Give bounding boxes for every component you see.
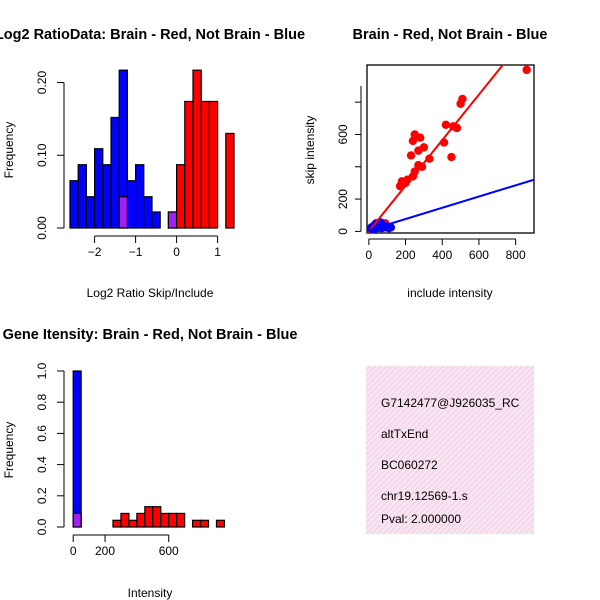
probe-info-panel: G7142477@J926035_RC altTxEnd BC060272 ch… — [366, 366, 534, 534]
log2-ratio-axes: −2 −1 0 1 0.00 0.10 0.20 — [35, 71, 221, 259]
gene-intensity-bar-brain — [168, 512, 178, 528]
scatter-x-tick-label: 600 — [469, 248, 489, 262]
gene-intensity-axes: 0 200 600 0.0 0.2 0.4 0.6 0.8 1.0 — [35, 362, 179, 558]
intensity-scatter-plot: Brain - Red, Not Brain - Blue 0 200 400 600… — [303, 27, 548, 300]
gene-intensity-bar-not-brain — [72, 370, 82, 528]
probe-id-text: G7142477@J926035_RC — [381, 396, 520, 410]
scatter-axes: 0 200 400 600 800 0 200 600 — [336, 86, 526, 262]
scatter-point-brain — [414, 146, 423, 155]
gene-intensity-bar-brain — [120, 512, 130, 528]
gene-intensity-bar-brain — [136, 512, 146, 528]
log2-ratio-x-tick-label: −2 — [88, 245, 102, 259]
gene-intensity-bar-brain — [152, 506, 162, 528]
log2-ratio-bar-not-brain — [77, 164, 87, 229]
log2-ratio-bar-brain — [208, 100, 219, 229]
log2-ratio-bars — [69, 69, 235, 229]
scatter-point-brain — [425, 154, 434, 163]
gene-intensity-x-tick-label: 200 — [95, 544, 115, 558]
event-type-text: altTxEnd — [381, 427, 428, 441]
scatter-plot-frame — [366, 64, 535, 234]
gene-intensity-bar-brain — [215, 519, 226, 528]
gene-intensity-bar-brain — [199, 519, 210, 528]
log2-ratio-bar-not-brain — [69, 180, 79, 229]
gene-intensity-y-tick-label: 0.8 — [35, 394, 49, 411]
log2-ratio-bar-brain — [192, 69, 202, 229]
log2-ratio-ylabel: Frequency — [2, 122, 16, 179]
gene-intensity-bar-brain — [160, 512, 170, 528]
fit-line-brain — [367, 65, 505, 233]
gene-intensity-x-tick-label: 600 — [159, 544, 179, 558]
scatter-y-tick-label: 600 — [336, 124, 350, 144]
gene-intensity-bar-overlap — [72, 512, 82, 528]
gene-intensity-y-tick-label: 0.0 — [35, 518, 49, 535]
gene-intensity-title: Gene Itensity: Brain - Red, Not Brain - … — [3, 327, 298, 343]
log2-ratio-bar-overlap — [118, 196, 128, 229]
log2-ratio-bar-brain — [184, 100, 194, 229]
scatter-point-brain — [408, 136, 418, 146]
gene-intensity-y-tick-label: 0.2 — [35, 487, 49, 504]
scatter-point-brain — [406, 151, 416, 160]
log2-ratio-x-tick-label: −1 — [129, 245, 143, 259]
log2-ratio-y-tick-label: 0.00 — [35, 216, 49, 240]
scatter-title: Brain - Red, Not Brain - Blue — [353, 27, 548, 43]
fit-line-not-brain — [367, 178, 534, 232]
gene-intensity-y-tick-label: 0.4 — [35, 456, 49, 473]
log2-ratio-bar-not-brain — [85, 196, 96, 229]
log2-ratio-bar-overlap — [167, 211, 178, 229]
scatter-x-tick-label: 400 — [432, 248, 452, 262]
log2-ratio-bar-not-brain — [135, 164, 145, 229]
scatter-ylabel: skip intensity — [303, 116, 317, 185]
info-panel-background — [366, 366, 534, 534]
log2-ratio-x-tick-label: 0 — [173, 245, 180, 259]
scatter-point-brain — [447, 152, 456, 162]
scatter-x-tick-label: 200 — [396, 248, 416, 262]
scatter-point-brain — [522, 65, 531, 75]
log2-ratio-bar-not-brain — [151, 211, 161, 229]
log2-ratio-y-tick-label: 0.10 — [35, 143, 49, 167]
pval-text: Pval: 2.000000 — [381, 512, 461, 526]
gene-intensity-bar-brain — [192, 519, 202, 528]
log2-ratio-bar-brain — [200, 100, 210, 229]
gene-intensity-ylabel: Frequency — [2, 422, 16, 479]
log2-ratio-bar-brain — [176, 164, 186, 229]
gene-intensity-bar-brain — [112, 519, 122, 528]
gene-intensity-x-tick-label: 0 — [70, 544, 77, 558]
scatter-y-tick-label: 0 — [336, 228, 350, 235]
accession-text: BC060272 — [381, 458, 438, 472]
gene-intensity-bars — [72, 370, 226, 528]
location-text: chr19.12569-1.s — [381, 489, 468, 503]
log2-ratio-bar-not-brain — [126, 180, 137, 229]
scatter-y-tick-label: 200 — [336, 189, 350, 209]
gene-intensity-histogram: Gene Itensity: Brain - Red, Not Brain - … — [2, 327, 297, 600]
scatter-point-brain — [456, 99, 465, 108]
scatter-marks — [367, 65, 534, 233]
log2-ratio-bar-not-brain — [102, 164, 112, 229]
gene-intensity-y-tick-label: 1.0 — [35, 362, 49, 379]
scatter-point-brain — [395, 181, 405, 191]
gene-intensity-bar-brain — [144, 506, 154, 528]
log2-ratio-title: Log2 RatioData: Brain - Red, Not Brain -… — [0, 27, 305, 43]
log2-ratio-histogram: Log2 RatioData: Brain - Red, Not Brain -… — [0, 27, 305, 300]
log2-ratio-bar-brain — [225, 132, 235, 229]
gene-intensity-xlabel: Intensity — [128, 586, 173, 600]
scatter-x-tick-label: 0 — [365, 248, 372, 262]
log2-ratio-y-tick-label: 0.20 — [35, 71, 49, 95]
gene-intensity-bar-brain — [176, 512, 186, 528]
scatter-x-tick-label: 800 — [506, 248, 526, 262]
gene-intensity-y-tick-label: 0.6 — [35, 425, 49, 442]
scatter-point-brain — [441, 120, 451, 129]
scatter-point-brain — [410, 130, 419, 139]
log2-ratio-x-tick-label: 1 — [214, 245, 221, 259]
gene-intensity-bar-brain — [128, 519, 138, 528]
log2-ratio-xlabel: Log2 Ratio Skip/Include — [87, 286, 214, 300]
log2-ratio-bar-not-brain — [143, 196, 153, 229]
scatter-xlabel: include intensity — [407, 286, 492, 300]
log2-ratio-bar-not-brain — [93, 148, 104, 229]
log2-ratio-bar-not-brain — [110, 116, 120, 229]
